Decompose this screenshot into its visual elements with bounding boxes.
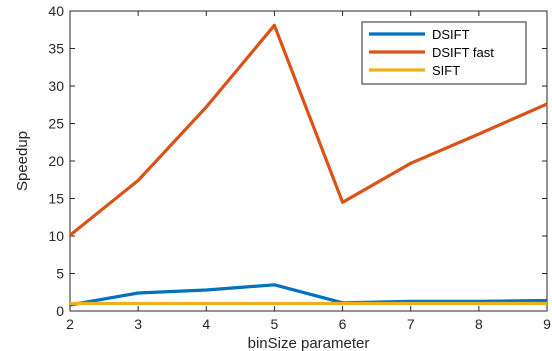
y-tick-label: 5 bbox=[56, 266, 64, 282]
legend-label: SIFT bbox=[432, 63, 460, 78]
y-tick-label: 20 bbox=[48, 153, 64, 169]
y-tick-label: 35 bbox=[48, 41, 64, 57]
legend: DSIFT DSIFT fast SIFT bbox=[361, 21, 527, 85]
series-line-dsift bbox=[69, 283, 548, 307]
series-line-dsift-fast bbox=[68, 23, 548, 237]
y-tick-label: 10 bbox=[48, 228, 64, 244]
y-tick-label: 30 bbox=[48, 78, 64, 94]
x-tick-label: 9 bbox=[543, 316, 551, 332]
x-tick-label: 5 bbox=[271, 316, 279, 332]
y-tick-label: 0 bbox=[56, 303, 64, 319]
x-tick-label: 8 bbox=[475, 316, 483, 332]
x-tick-label: 6 bbox=[339, 316, 347, 332]
legend-label: DSIFT fast bbox=[432, 45, 494, 60]
y-tick-label: 15 bbox=[48, 191, 64, 207]
series-lines bbox=[68, 23, 548, 307]
y-axis: 0 5 10 15 20 25 30 35 40 bbox=[48, 3, 547, 319]
y-axis-label: Speedup bbox=[14, 131, 31, 191]
y-tick-label: 40 bbox=[48, 3, 64, 19]
legend-label: DSIFT bbox=[432, 27, 470, 42]
x-axis-label: binSize parameter bbox=[248, 335, 370, 351]
y-tick-label: 25 bbox=[48, 116, 64, 132]
x-tick-label: 7 bbox=[407, 316, 415, 332]
x-tick-label: 2 bbox=[66, 316, 74, 332]
x-tick-label: 4 bbox=[202, 316, 210, 332]
x-tick-label: 3 bbox=[134, 316, 142, 332]
x-axis: 2 3 4 5 6 7 8 9 bbox=[66, 11, 551, 332]
